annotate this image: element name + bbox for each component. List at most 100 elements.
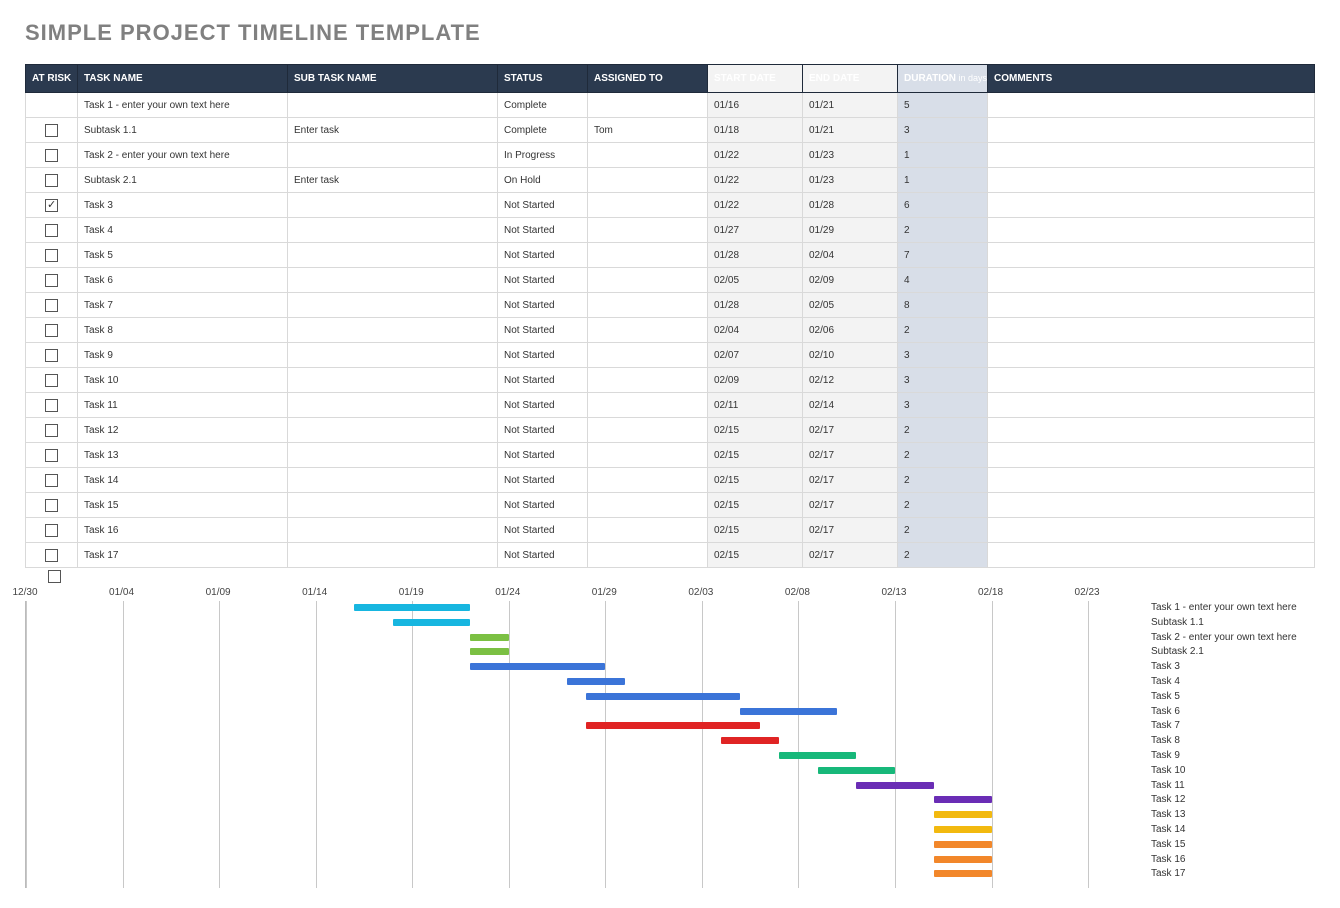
cell-end-date[interactable]: 02/06 (803, 318, 898, 343)
cell-start-date[interactable]: 02/07 (708, 343, 803, 368)
cell-assigned[interactable] (588, 493, 708, 518)
cell-end-date[interactable]: 01/29 (803, 218, 898, 243)
at-risk-checkbox[interactable] (45, 324, 58, 337)
cell-status[interactable]: Complete (498, 93, 588, 118)
cell-status[interactable]: Not Started (498, 318, 588, 343)
at-risk-checkbox[interactable] (45, 199, 58, 212)
cell-duration[interactable]: 5 (898, 93, 988, 118)
cell-start-date[interactable]: 02/15 (708, 443, 803, 468)
cell-task-name[interactable]: Task 14 (78, 468, 288, 493)
cell-start-date[interactable]: 01/22 (708, 193, 803, 218)
cell-duration[interactable]: 1 (898, 168, 988, 193)
cell-start-date[interactable]: 02/15 (708, 418, 803, 443)
cell-task-name[interactable]: Task 13 (78, 443, 288, 468)
cell-duration[interactable]: 3 (898, 393, 988, 418)
cell-task-name[interactable]: Task 5 (78, 243, 288, 268)
cell-assigned[interactable] (588, 418, 708, 443)
cell-assigned[interactable] (588, 243, 708, 268)
cell-duration[interactable]: 2 (898, 468, 988, 493)
cell-duration[interactable]: 1 (898, 143, 988, 168)
cell-sub-task[interactable]: Enter task (288, 168, 498, 193)
cell-sub-task[interactable] (288, 268, 498, 293)
cell-duration[interactable]: 2 (898, 443, 988, 468)
cell-comments[interactable] (988, 493, 1315, 518)
cell-comments[interactable] (988, 318, 1315, 343)
cell-comments[interactable] (988, 393, 1315, 418)
cell-start-date[interactable]: 02/15 (708, 518, 803, 543)
cell-task-name[interactable]: Task 9 (78, 343, 288, 368)
cell-status[interactable]: Not Started (498, 518, 588, 543)
cell-duration[interactable]: 6 (898, 193, 988, 218)
cell-assigned[interactable]: Tom (588, 118, 708, 143)
cell-task-name[interactable]: Subtask 1.1 (78, 118, 288, 143)
cell-duration[interactable]: 2 (898, 518, 988, 543)
cell-status[interactable]: Complete (498, 118, 588, 143)
cell-status[interactable]: On Hold (498, 168, 588, 193)
cell-start-date[interactable]: 02/15 (708, 468, 803, 493)
cell-start-date[interactable]: 01/18 (708, 118, 803, 143)
cell-start-date[interactable]: 02/05 (708, 268, 803, 293)
cell-end-date[interactable]: 02/05 (803, 293, 898, 318)
at-risk-checkbox[interactable] (45, 449, 58, 462)
cell-sub-task[interactable]: Enter task (288, 118, 498, 143)
cell-comments[interactable] (988, 468, 1315, 493)
cell-comments[interactable] (988, 268, 1315, 293)
cell-end-date[interactable]: 01/23 (803, 143, 898, 168)
cell-assigned[interactable] (588, 143, 708, 168)
cell-comments[interactable] (988, 143, 1315, 168)
cell-duration[interactable]: 3 (898, 118, 988, 143)
cell-start-date[interactable]: 02/11 (708, 393, 803, 418)
cell-start-date[interactable]: 01/28 (708, 293, 803, 318)
cell-duration[interactable]: 2 (898, 543, 988, 568)
cell-assigned[interactable] (588, 318, 708, 343)
cell-status[interactable]: Not Started (498, 418, 588, 443)
cell-end-date[interactable]: 01/23 (803, 168, 898, 193)
cell-sub-task[interactable] (288, 318, 498, 343)
cell-end-date[interactable]: 02/17 (803, 443, 898, 468)
cell-duration[interactable]: 2 (898, 218, 988, 243)
cell-assigned[interactable] (588, 193, 708, 218)
cell-task-name[interactable]: Subtask 2.1 (78, 168, 288, 193)
at-risk-checkbox[interactable] (45, 249, 58, 262)
at-risk-checkbox[interactable] (45, 124, 58, 137)
cell-comments[interactable] (988, 368, 1315, 393)
cell-comments[interactable] (988, 193, 1315, 218)
cell-start-date[interactable]: 02/15 (708, 543, 803, 568)
cell-task-name[interactable]: Task 6 (78, 268, 288, 293)
cell-task-name[interactable]: Task 7 (78, 293, 288, 318)
cell-start-date[interactable]: 01/28 (708, 243, 803, 268)
cell-comments[interactable] (988, 118, 1315, 143)
cell-status[interactable]: Not Started (498, 468, 588, 493)
cell-status[interactable]: Not Started (498, 543, 588, 568)
cell-start-date[interactable]: 02/15 (708, 493, 803, 518)
cell-duration[interactable]: 2 (898, 493, 988, 518)
cell-comments[interactable] (988, 543, 1315, 568)
cell-task-name[interactable]: Task 11 (78, 393, 288, 418)
cell-task-name[interactable]: Task 16 (78, 518, 288, 543)
cell-duration[interactable]: 2 (898, 318, 988, 343)
cell-sub-task[interactable] (288, 468, 498, 493)
cell-status[interactable]: Not Started (498, 293, 588, 318)
cell-sub-task[interactable] (288, 368, 498, 393)
cell-assigned[interactable] (588, 218, 708, 243)
cell-duration[interactable]: 3 (898, 343, 988, 368)
cell-status[interactable]: Not Started (498, 268, 588, 293)
cell-assigned[interactable] (588, 443, 708, 468)
cell-duration[interactable]: 7 (898, 243, 988, 268)
cell-end-date[interactable]: 02/17 (803, 518, 898, 543)
cell-duration[interactable]: 2 (898, 418, 988, 443)
cell-comments[interactable] (988, 293, 1315, 318)
cell-status[interactable]: Not Started (498, 368, 588, 393)
cell-sub-task[interactable] (288, 493, 498, 518)
cell-end-date[interactable]: 02/04 (803, 243, 898, 268)
cell-sub-task[interactable] (288, 293, 498, 318)
cell-task-name[interactable]: Task 15 (78, 493, 288, 518)
cell-task-name[interactable]: Task 10 (78, 368, 288, 393)
cell-task-name[interactable]: Task 17 (78, 543, 288, 568)
cell-end-date[interactable]: 02/12 (803, 368, 898, 393)
cell-task-name[interactable]: Task 4 (78, 218, 288, 243)
cell-assigned[interactable] (588, 268, 708, 293)
cell-sub-task[interactable] (288, 193, 498, 218)
cell-assigned[interactable] (588, 343, 708, 368)
cell-task-name[interactable]: Task 2 - enter your own text here (78, 143, 288, 168)
